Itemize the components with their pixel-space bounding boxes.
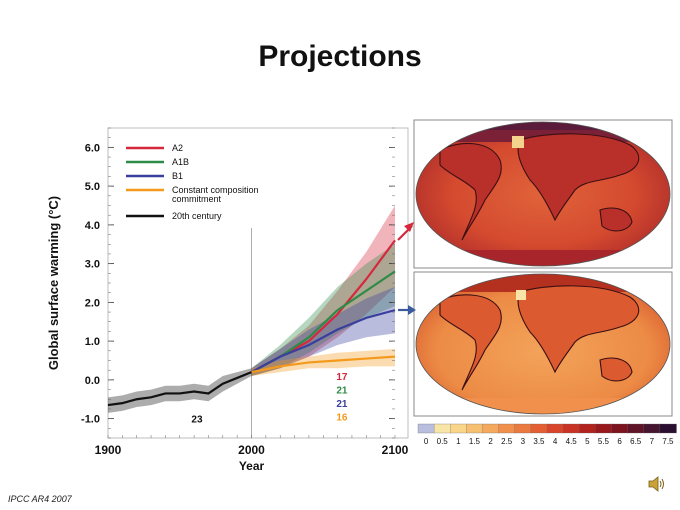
colorbar-tick-12: 6 [617, 437, 622, 446]
colorbar-cell-11 [595, 423, 613, 434]
x-axis-label: Year [239, 459, 265, 473]
ytick-label-0: -1.0 [81, 414, 100, 426]
legend-label-1: A1B [172, 157, 189, 167]
legend-label-3-b: commitment [172, 194, 222, 204]
colorbar-tick-5: 2.5 [501, 437, 513, 446]
colorbar-tick-10: 5 [585, 437, 590, 446]
colorbar-tick-13: 6.5 [630, 437, 642, 446]
ytick-label-5: 4.0 [85, 220, 100, 232]
red-arrow [397, 222, 414, 241]
series-line-4 [107, 371, 252, 407]
annotation-2: 21 [336, 385, 348, 396]
legend-label-4: 20th century [172, 211, 222, 221]
ytick-label-3: 2.0 [85, 297, 100, 309]
map-top [413, 119, 673, 269]
colorbar-tick-0: 0 [424, 437, 429, 446]
colorbar-cell-12 [611, 423, 629, 434]
ytick-label-1: 0.0 [85, 375, 100, 387]
ytick-label-2: 1.0 [85, 336, 100, 348]
annotation-4: 16 [336, 413, 348, 424]
colorbar-cell-8 [546, 423, 564, 434]
colorbar-cell-5 [498, 423, 516, 434]
colorbar-tick-8: 4 [553, 437, 558, 446]
colorbar-tick-2: 1 [456, 437, 461, 446]
band-1 [251, 244, 395, 376]
colorbar-cell-0 [417, 423, 435, 434]
ytick-label-6: 5.0 [85, 181, 100, 193]
colorbar-tick-9: 4.5 [566, 437, 578, 446]
ytick-label-4: 3.0 [85, 259, 100, 271]
colorbar-cell-6 [514, 423, 532, 434]
colorbar-tick-4: 2 [488, 437, 493, 446]
colorbar-tick-3: 1.5 [469, 437, 481, 446]
speaker-icon[interactable] [646, 474, 666, 494]
ytick-label-7: 6.0 [85, 142, 100, 154]
annotation-1: 17 [336, 372, 348, 383]
colorbar-cell-9 [562, 423, 580, 434]
band-4 [108, 368, 252, 413]
colorbar-tick-1: 0.5 [437, 437, 449, 446]
colorbar: 0 0.5 1 1.5 2 2.5 3 3.5 4 4.5 5 5.5 6 6.5 7 7.5 [417, 423, 677, 446]
colorbar-tick-14: 7 [650, 437, 655, 446]
colorbar-cell-3 [466, 423, 484, 434]
colorbar-tick-6: 3 [521, 437, 526, 446]
legend-label-0: A2 [172, 143, 183, 153]
xtick-label-2: 2100 [382, 443, 409, 457]
colorbar-cell-13 [627, 423, 645, 434]
annotation-0: 23 [191, 415, 203, 426]
colorbar-cell-1 [433, 423, 451, 434]
legend-label-2: B1 [172, 171, 183, 181]
colorbar-tick-15: 7.5 [662, 437, 674, 446]
xtick-label-1: 2000 [238, 443, 265, 457]
blue-arrow [398, 305, 416, 315]
map-bottom [413, 271, 673, 417]
colorbar-cell-14 [643, 423, 661, 434]
colorbar-cell-7 [530, 423, 548, 434]
colorbar-cell-2 [450, 423, 468, 434]
legend-label-3: Constant composition [172, 185, 259, 195]
colorbar-tick-7: 3.5 [533, 437, 545, 446]
colorbar-cell-15 [659, 423, 677, 434]
xtick-label-0: 1900 [95, 443, 122, 457]
series-line-2 [250, 309, 396, 374]
series-line-3 [251, 355, 396, 374]
colorbar-tick-11: 5.5 [598, 437, 610, 446]
colorbar-cell-4 [482, 423, 500, 434]
source-caption: IPCC AR4 2007 [8, 494, 72, 504]
slide-title: Projections [258, 40, 422, 73]
chart-frame [107, 127, 409, 439]
y-axis-label: Global surface warming (°C) [46, 196, 61, 370]
annotation-3: 21 [336, 399, 348, 410]
colorbar-cell-10 [579, 423, 597, 434]
